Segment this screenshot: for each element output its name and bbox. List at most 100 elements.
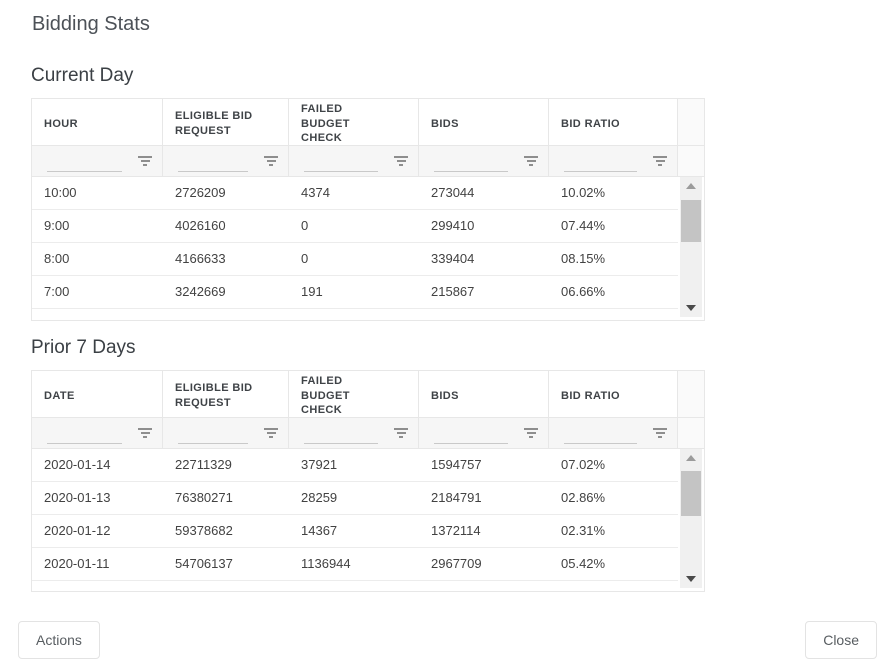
- filter-funnel-icon[interactable]: [651, 152, 669, 170]
- table-row[interactable]: 2020-01-11 54706137 1136944 2967709 05.42%: [32, 548, 678, 581]
- column-header-label: ELIGIBLE BID REQUEST: [175, 382, 253, 409]
- filter-input[interactable]: [304, 156, 378, 172]
- filter-input[interactable]: [178, 156, 248, 172]
- table-cell: 05.42%: [561, 556, 606, 571]
- column-header[interactable]: HOUR: [32, 99, 163, 145]
- column-header-label: FAILED BUDGET CHECK: [301, 374, 350, 417]
- vertical-scrollbar[interactable]: [680, 449, 702, 588]
- table-cell: 4166633: [175, 251, 226, 266]
- scrollbar-thumb[interactable]: [681, 471, 701, 516]
- table-row[interactable]: 9:00 4026160 0 299410 07.44%: [32, 210, 678, 243]
- column-header[interactable]: BIDS: [419, 99, 549, 145]
- section-heading-prior-7-days: Prior 7 Days: [31, 337, 136, 358]
- scrollbar-gutter: [678, 449, 704, 591]
- filter-input[interactable]: [434, 156, 508, 172]
- scrollbar-gutter: [678, 177, 704, 320]
- column-header[interactable]: FAILED BUDGET CHECK: [289, 99, 419, 145]
- filter-funnel-icon[interactable]: [522, 424, 540, 442]
- filter-input[interactable]: [47, 428, 122, 444]
- table-row[interactable]: 10:00 2726209 4374 273044 10.02%: [32, 177, 678, 210]
- table-cell: 339404: [431, 251, 475, 266]
- column-header[interactable]: BID RATIO: [549, 371, 678, 417]
- table-cell: 273044: [431, 185, 475, 200]
- filter-cell: [549, 418, 678, 448]
- table-cell: 2726209: [175, 185, 226, 200]
- table-cell: 299410: [431, 218, 475, 233]
- table-cell: 22711329: [175, 457, 232, 472]
- filter-input[interactable]: [47, 156, 122, 172]
- scroll-up-icon[interactable]: [680, 449, 702, 467]
- table-cell: 8:00: [44, 251, 70, 266]
- table-row[interactable]: 2020-01-14 22711329 37921 1594757 07.02%: [32, 449, 678, 482]
- table-row[interactable]: 7:00 3242669 191 215867 06.66%: [32, 276, 678, 309]
- column-header-label: BID RATIO: [561, 389, 621, 402]
- vertical-scrollbar[interactable]: [680, 177, 702, 317]
- table-cell: 54706137: [175, 556, 233, 571]
- filter-funnel-icon[interactable]: [262, 424, 280, 442]
- table-row[interactable]: 2020-01-13 76380271 28259 2184791 02.86%: [32, 482, 678, 515]
- filter-funnel-icon[interactable]: [392, 424, 410, 442]
- column-header-label: DATE: [44, 389, 75, 402]
- column-header[interactable]: BIDS: [419, 371, 549, 417]
- table-cell: 10.02%: [561, 185, 606, 200]
- table-cell: 59378682: [175, 523, 233, 538]
- table-cell: 2184791: [431, 490, 482, 505]
- table-cell: 3242669: [175, 284, 226, 299]
- table-cell: 191: [301, 284, 323, 299]
- table-cell: 1594757: [431, 457, 482, 472]
- scrollbar-track[interactable]: [680, 467, 702, 570]
- filter-row: [32, 146, 704, 177]
- table-cell: 2020-01-11: [44, 556, 110, 571]
- prior-7-days-grid: DATE ELIGIBLE BID REQUEST FAILED BUDGET CH…: [31, 370, 705, 592]
- table-row[interactable]: 2020-01-12 59378682 14367 1372114 02.31%: [32, 515, 678, 548]
- table-row[interactable]: 8:00 4166633 0 339404 08.15%: [32, 243, 678, 276]
- column-header-label: BIDS: [431, 117, 459, 130]
- header-row: DATE ELIGIBLE BID REQUEST FAILED BUDGET CH…: [32, 371, 704, 418]
- current-day-grid: HOUR ELIGIBLE BID REQUEST FAILED BUDGET CH…: [31, 98, 705, 321]
- scroll-up-icon[interactable]: [680, 177, 702, 195]
- column-header[interactable]: BID RATIO: [549, 99, 678, 145]
- filter-funnel-icon[interactable]: [651, 424, 669, 442]
- page-title: Bidding Stats: [32, 13, 150, 35]
- filter-funnel-icon[interactable]: [136, 424, 154, 442]
- table-cell: 10:00: [44, 185, 77, 200]
- column-header[interactable]: FAILED BUDGET CHECK: [289, 371, 419, 417]
- filter-input[interactable]: [434, 428, 508, 444]
- scroll-down-icon[interactable]: [680, 299, 702, 317]
- column-header-label: BID RATIO: [561, 117, 621, 130]
- column-header-label: ELIGIBLE BID REQUEST: [175, 110, 253, 137]
- table-cell: 2020-01-13: [44, 490, 111, 505]
- column-header[interactable]: DATE: [32, 371, 163, 417]
- filter-input[interactable]: [304, 428, 378, 444]
- scroll-down-icon[interactable]: [680, 570, 702, 588]
- grid-body: 10:00 2726209 4374 273044 10.02% 9:00 4026160 0…: [32, 177, 704, 320]
- filter-cell: [289, 146, 419, 176]
- table-cell: 28259: [301, 490, 338, 505]
- table-cell: 02.86%: [561, 490, 606, 505]
- filter-row: [32, 418, 704, 449]
- table-cell: 215867: [431, 284, 475, 299]
- close-button[interactable]: Close: [805, 621, 877, 659]
- filter-funnel-icon[interactable]: [522, 152, 540, 170]
- column-header[interactable]: ELIGIBLE BID REQUEST: [163, 99, 289, 145]
- scrollbar-thumb[interactable]: [681, 200, 701, 242]
- grid-rows: 10:00 2726209 4374 273044 10.02% 9:00 4026160 0…: [32, 177, 678, 320]
- column-header[interactable]: ELIGIBLE BID REQUEST: [163, 371, 289, 417]
- filter-cell: [163, 418, 289, 448]
- filter-cell: [549, 146, 678, 176]
- filter-input[interactable]: [564, 428, 637, 444]
- filter-funnel-icon[interactable]: [262, 152, 280, 170]
- scrollbar-track[interactable]: [680, 195, 702, 299]
- table-cell: 9:00: [44, 218, 70, 233]
- table-cell: 0: [301, 218, 309, 233]
- column-header-label: FAILED BUDGET CHECK: [301, 102, 350, 145]
- filter-input[interactable]: [564, 156, 637, 172]
- actions-button[interactable]: Actions: [18, 621, 100, 659]
- filter-funnel-icon[interactable]: [136, 152, 154, 170]
- filter-input[interactable]: [178, 428, 248, 444]
- table-cell: 2020-01-14: [44, 457, 111, 472]
- table-cell: 02.31%: [561, 523, 606, 538]
- filter-funnel-icon[interactable]: [392, 152, 410, 170]
- column-header-label: BIDS: [431, 389, 459, 402]
- filter-cell: [419, 146, 549, 176]
